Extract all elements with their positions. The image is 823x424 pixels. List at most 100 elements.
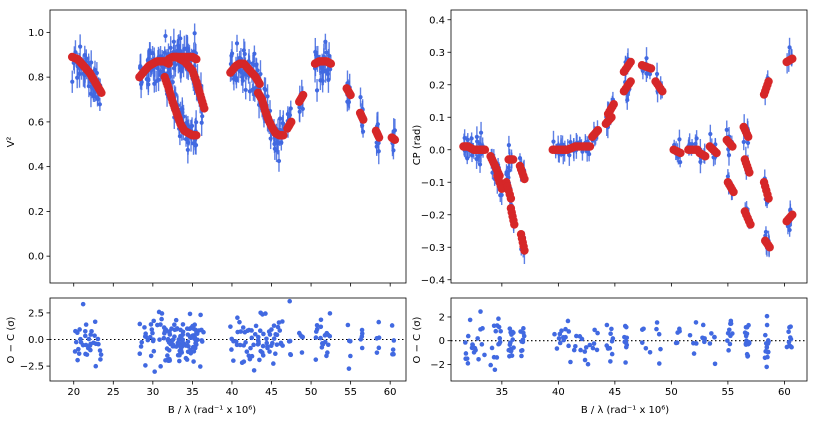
cp-point	[469, 136, 474, 141]
v2-panel: 0.0 0.2 0.4 0.6 0.8 1.0 V²	[6, 9, 407, 287]
v2-residual-xtick-label: 60	[384, 387, 397, 398]
v2-residual-point	[243, 340, 248, 345]
v2-model-point	[255, 79, 264, 89]
v2-residual-point	[172, 334, 177, 339]
v2-residual-point	[264, 336, 269, 342]
v2-residual-point	[229, 347, 234, 352]
v2-residual-point	[137, 321, 143, 327]
v2-residual-point	[238, 329, 244, 334]
cp-model-point	[626, 77, 635, 86]
cp-residual-point	[744, 331, 750, 337]
cp-residual-point	[521, 326, 526, 331]
cp-residual-point	[577, 334, 583, 339]
cp-residual-point	[594, 347, 600, 353]
cp-residual-xtick-label: 55	[722, 387, 735, 398]
cp-residual-point	[493, 328, 499, 334]
cp-residual-point	[591, 341, 597, 346]
v2-model-point	[326, 59, 336, 68]
v2-point	[300, 106, 305, 111]
v2-residual-xtick-label: 25	[107, 387, 120, 398]
cp-residual-point	[463, 351, 469, 356]
cp-model-point	[520, 174, 529, 184]
v2-ytick-label: 0.8	[28, 73, 44, 84]
cp-residual-point	[765, 354, 770, 360]
cp-residual-point	[604, 343, 610, 348]
v2-residual-point	[185, 339, 191, 345]
v2-residual-point	[98, 352, 104, 357]
v2-residual-xtick-label: 40	[226, 387, 239, 398]
cp-residual-point	[762, 332, 768, 338]
v2-residual-points	[72, 298, 397, 374]
cp-residual-point	[709, 331, 714, 336]
v2-residual-xtick-label: 45	[265, 387, 278, 398]
v2-residual-point	[249, 353, 255, 359]
v2-model-point	[298, 90, 308, 100]
cp-residual-point	[764, 313, 770, 319]
cp-point	[693, 141, 698, 146]
v2-residual-point	[167, 330, 172, 335]
cp-model-point	[585, 142, 595, 151]
v2-residual-point	[241, 359, 247, 364]
cp-point	[517, 156, 523, 161]
cp-residual-point	[496, 316, 501, 322]
v2-residual-point	[248, 345, 253, 351]
v2-residual-point	[313, 335, 319, 340]
cp-residual-point	[470, 342, 475, 347]
v2-point	[241, 48, 246, 53]
v2-residual-ytick-label: 2.5	[28, 308, 44, 319]
cp-residual-point	[583, 345, 589, 350]
v2-residual-point	[172, 322, 177, 328]
v2-residual-point	[273, 351, 278, 357]
v2-residual-point	[188, 351, 194, 356]
cp-ytick-label: 0.2	[429, 80, 445, 91]
v2-point	[234, 41, 240, 46]
cp-residual-point	[511, 345, 516, 350]
v2-residual-point	[169, 326, 174, 331]
v2-point	[162, 50, 167, 55]
cp-residual-point	[624, 335, 630, 341]
v2-point	[163, 33, 168, 39]
cp-model-point	[593, 126, 603, 135]
cp-ytick-label: −0.1	[421, 178, 445, 189]
cp-point	[551, 139, 556, 144]
v2-residual-point	[348, 339, 353, 344]
v2-xlabel: B / λ (rad⁻¹ x 10⁶)	[168, 405, 256, 416]
v2-residual-point	[286, 339, 292, 344]
cp-residual-point	[585, 361, 591, 367]
cp-model-curve	[459, 54, 797, 255]
cp-residual-ylabel: O − C (σ)	[412, 316, 423, 363]
v2-residual-ytick-label: 0.0	[28, 335, 44, 346]
v2-ytick-label: 1.0	[28, 28, 44, 39]
cp-point	[476, 154, 481, 159]
cp-model-point	[609, 100, 618, 109]
v2-model-point	[192, 55, 201, 64]
v2-residual-point	[235, 315, 240, 321]
cp-model-point	[746, 220, 755, 229]
cp-residual-point	[727, 341, 733, 347]
v2-residual-point	[192, 335, 198, 340]
v2-point	[194, 120, 199, 125]
v2-residual-point	[198, 312, 203, 318]
cp-panel: −0.4 −0.3 −0.2 −0.1 0.0 0.1 0.2 0.3 0.4 CP (rad)	[412, 9, 808, 287]
cp-residual-point	[496, 324, 502, 330]
cp-point	[724, 127, 729, 132]
cp-residual-point	[656, 331, 662, 337]
cp-residual-ytick-label: −2	[430, 360, 445, 371]
v2-residual-point	[177, 352, 182, 358]
cp-residual-point	[587, 342, 593, 348]
v2-residual-point	[167, 358, 173, 363]
v2-residual-point	[150, 338, 156, 344]
cp-point	[708, 131, 713, 137]
cp-residual-point	[511, 330, 516, 336]
cp-residual-point	[763, 349, 768, 354]
v2-point	[321, 69, 326, 74]
cp-residual-point	[656, 361, 662, 366]
cp-model-point	[788, 54, 797, 63]
v2-residual-point	[97, 348, 103, 353]
cp-point	[477, 162, 483, 167]
cp-residual-point	[478, 309, 483, 314]
v2-residual-point	[251, 342, 256, 348]
cp-residual-point	[519, 348, 524, 354]
cp-residual-frame	[450, 297, 808, 382]
cp-residual-point	[658, 346, 663, 352]
